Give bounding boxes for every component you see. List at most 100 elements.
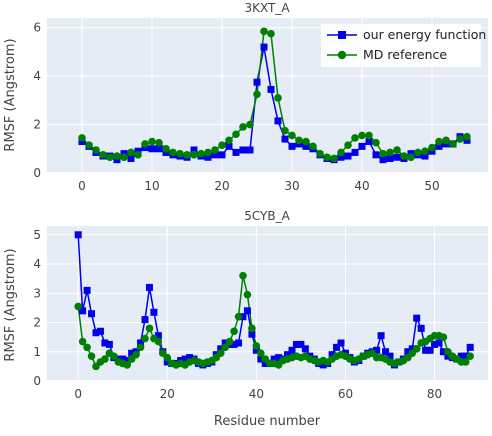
markers-bottom	[74, 231, 474, 371]
x-tick-label: 0	[74, 387, 82, 401]
data-point-md	[83, 343, 91, 352]
data-point-md	[421, 147, 429, 156]
data-point-energy	[217, 345, 225, 353]
x-tick-label: 10	[144, 179, 159, 193]
data-point-energy	[358, 142, 366, 150]
x-tick-label: 20	[160, 387, 175, 401]
markers-top	[78, 27, 471, 164]
chart-title-bottom: 5CYB_A	[244, 209, 290, 223]
data-point-md	[400, 152, 408, 160]
data-point-energy	[232, 148, 240, 156]
data-point-energy	[351, 148, 359, 156]
data-point-md	[414, 148, 422, 157]
data-point-energy	[302, 142, 310, 150]
x-ticks-top: 0 10 20 30 40 50	[78, 179, 439, 193]
data-point-md	[281, 126, 289, 135]
data-point-energy	[457, 352, 465, 360]
data-point-md	[197, 149, 205, 158]
data-point-energy	[128, 349, 136, 357]
data-point-energy	[105, 340, 113, 348]
data-point-energy	[150, 308, 158, 316]
data-point-md	[449, 140, 457, 148]
data-point-md	[386, 148, 394, 157]
data-point-md	[120, 153, 128, 162]
data-point-energy	[386, 352, 394, 360]
data-point-md	[148, 137, 156, 146]
data-point-md	[230, 327, 238, 336]
data-point-energy	[155, 145, 163, 153]
data-point-energy	[274, 117, 282, 125]
data-point-energy	[246, 146, 254, 154]
data-point-energy	[83, 286, 91, 294]
data-point-energy	[225, 142, 233, 150]
data-point-md	[379, 149, 387, 158]
data-point-md	[239, 271, 247, 280]
data-point-md	[225, 337, 234, 346]
y-tick-label: 0	[33, 374, 41, 388]
data-point-energy	[301, 345, 309, 353]
data-point-energy	[239, 313, 247, 321]
data-point-md	[246, 120, 254, 129]
data-point-energy	[377, 332, 385, 340]
data-point-energy	[145, 283, 153, 291]
data-point-md	[323, 153, 331, 162]
data-point-md	[85, 141, 93, 149]
data-point-energy	[435, 142, 443, 150]
data-point-md	[439, 333, 448, 341]
data-point-md	[232, 130, 240, 139]
data-point-energy	[252, 346, 260, 354]
data-point-energy	[154, 332, 162, 340]
data-point-energy	[243, 307, 251, 315]
legend-label-energy: our energy function	[363, 27, 486, 42]
data-point-energy	[413, 314, 421, 322]
data-point-md	[99, 151, 107, 159]
data-point-energy	[404, 348, 412, 356]
data-point-md	[141, 334, 149, 343]
data-point-md	[92, 146, 100, 154]
data-point-md	[136, 343, 145, 352]
data-point-md	[316, 149, 324, 158]
data-point-energy	[462, 352, 470, 360]
data-point-md	[351, 134, 359, 142]
x-ticks-bottom: 0 20 40 60 80	[74, 387, 442, 401]
data-point-md	[330, 154, 338, 163]
data-point-md	[78, 134, 86, 142]
data-point-md	[154, 337, 163, 346]
data-point-md	[132, 350, 140, 359]
data-point-md	[260, 27, 268, 36]
data-point-md	[463, 132, 471, 141]
y-tick-label: 0	[33, 166, 41, 180]
data-point-md	[101, 355, 109, 363]
data-point-energy	[328, 351, 336, 359]
data-point-md	[113, 152, 121, 160]
data-point-energy	[284, 351, 292, 359]
data-point-energy	[119, 355, 127, 363]
data-point-md	[344, 141, 352, 149]
y-ticks-bottom: 0 1 2 3 4 5	[33, 228, 41, 388]
data-point-md	[252, 342, 261, 350]
data-point-energy	[74, 231, 82, 239]
y-ticks-top: 0 2 4 6	[33, 21, 41, 180]
data-point-energy	[444, 352, 452, 360]
data-point-md	[216, 349, 225, 358]
data-point-energy	[379, 156, 387, 164]
data-point-md	[248, 324, 256, 333]
data-point-energy	[372, 151, 380, 159]
y-tick-label: 2	[33, 316, 41, 330]
data-point-energy	[218, 151, 226, 159]
x-tick-label: 40	[249, 387, 264, 401]
x-axis-label: Residue number	[214, 414, 321, 429]
data-point-energy	[190, 146, 198, 154]
data-point-md	[309, 142, 317, 151]
data-point-energy	[393, 153, 401, 161]
data-point-energy	[204, 153, 212, 161]
data-point-energy	[181, 355, 189, 363]
data-point-energy	[235, 339, 243, 347]
data-point-md	[358, 131, 366, 140]
data-point-energy	[417, 324, 425, 332]
data-point-md	[123, 361, 131, 369]
data-point-energy	[186, 354, 194, 362]
data-point-energy	[344, 152, 352, 160]
data-point-energy	[408, 345, 416, 353]
y-tick-label: 3	[33, 286, 41, 300]
